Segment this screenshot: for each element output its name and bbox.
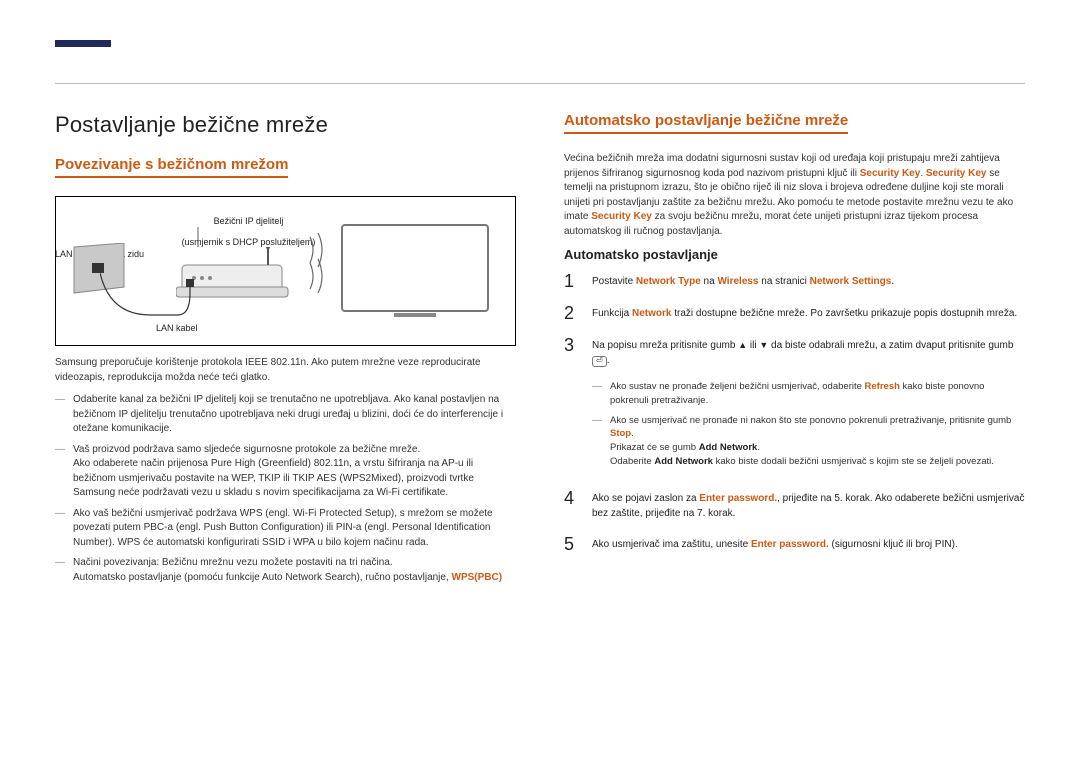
diagram-router-label-1: Bežični IP djelitelj xyxy=(214,216,284,226)
step-number: 2 xyxy=(564,304,578,322)
step-text: Funkcija xyxy=(592,308,632,319)
add-network-keyword: Add Network xyxy=(654,456,713,467)
note-text: Ako sustav ne pronađe željeni bežični us… xyxy=(610,381,865,392)
page: Postavljanje bežične mreže Povezivanje s… xyxy=(0,0,1080,763)
network-diagram: Bežični IP djelitelj (usmjernik s DHCP p… xyxy=(55,196,516,346)
step-text: Ako usmjerivač ima zaštitu, unesite xyxy=(592,539,751,550)
note-item: Načini povezivanja: Bežičnu mrežnu vezu … xyxy=(55,556,516,585)
step-body: Postavite Network Type na Wireless na st… xyxy=(592,272,1025,289)
wpspbc-keyword: WPS(PBC) xyxy=(452,572,503,583)
display-icon xyxy=(340,223,490,319)
right-subsubheading: Automatsko postavljanje xyxy=(564,247,1025,262)
note-item: Ako se usmjerivač ne pronađe ni nakon št… xyxy=(592,414,1025,469)
steps-list: 1 Postavite Network Type na Wireless na … xyxy=(564,272,1025,553)
network-keyword: Network xyxy=(632,308,671,319)
left-column: Postavljanje bežične mreže Povezivanje s… xyxy=(55,112,516,591)
security-key-keyword: Security Key xyxy=(591,211,652,222)
step-text: Na popisu mreža pritisnite gumb xyxy=(592,340,738,351)
two-column-layout: Postavljanje bežične mreže Povezivanje s… xyxy=(55,112,1025,591)
network-settings-keyword: Network Settings xyxy=(810,276,892,287)
enter-password-keyword: Enter password. xyxy=(751,539,829,550)
note-text: . xyxy=(757,442,760,453)
right-column: Automatsko postavljanje bežične mreže Ve… xyxy=(564,112,1025,591)
up-arrow-icon: ▲ xyxy=(738,339,747,353)
step-2: 2 Funkcija Network traži dostupne bežičn… xyxy=(564,304,1025,322)
note-text: Načini povezivanja: Bežičnu mrežnu vezu … xyxy=(73,557,452,583)
step-number: 4 xyxy=(564,489,578,507)
right-intro: Većina bežičnih mreža ima dodatni sigurn… xyxy=(564,152,1025,239)
note-text: Ako se usmjerivač ne pronađe ni nakon št… xyxy=(610,415,1011,426)
step-text: na xyxy=(701,276,718,287)
step-3: 3 Na popisu mreža pritisnite gumb ▲ ili … xyxy=(564,336,1025,475)
note-item: Ako sustav ne pronađe željeni bežični us… xyxy=(592,380,1025,408)
step-4: 4 Ako se pojavi zaslon za Enter password… xyxy=(564,489,1025,521)
step-text: Postavite xyxy=(592,276,636,287)
step3-notes: Ako sustav ne pronađe željeni bežični us… xyxy=(592,380,1025,469)
diagram-leader-line xyxy=(142,223,202,253)
step-text: traži dostupne bežične mreže. Po završet… xyxy=(671,308,1017,319)
note-text: kako biste dodali bežični usmjerivač s k… xyxy=(713,456,994,467)
step-1: 1 Postavite Network Type na Wireless na … xyxy=(564,272,1025,290)
page-title: Postavljanje bežične mreže xyxy=(55,112,516,138)
note-text: Prikazat će se gumb xyxy=(610,442,699,453)
note-item: Vaš proizvod podržava samo sljedeće sigu… xyxy=(55,443,516,501)
step-text: (sigurnosni ključ ili broj PIN). xyxy=(829,539,958,550)
left-notes-list: Odaberite kanal za bežični IP djelitelj … xyxy=(55,393,516,585)
wireless-keyword: Wireless xyxy=(717,276,758,287)
note-item: Ako vaš bežični usmjerivač podržava WPS … xyxy=(55,507,516,551)
step-text: Ako se pojavi zaslon za xyxy=(592,493,699,504)
note-text: . xyxy=(631,428,634,439)
enter-button-icon: ⏎ xyxy=(592,356,607,367)
note-text: Vaš proizvod podržava samo sljedeće sigu… xyxy=(73,444,474,499)
step-body: Ako se pojavi zaslon za Enter password.,… xyxy=(592,489,1025,521)
step-body: Ako usmjerivač ima zaštitu, unesite Ente… xyxy=(592,535,1025,552)
enter-password-keyword: Enter password. xyxy=(699,493,777,504)
step-text: . xyxy=(891,276,894,287)
security-key-keyword: Security Key xyxy=(860,168,921,179)
step-number: 1 xyxy=(564,272,578,290)
accent-bar xyxy=(55,40,111,47)
step-5: 5 Ako usmjerivač ima zaštitu, unesite En… xyxy=(564,535,1025,553)
left-subheading: Povezivanje s bežičnom mrežom xyxy=(55,156,288,178)
step-number: 5 xyxy=(564,535,578,553)
lan-cable-icon xyxy=(100,273,200,323)
note-text: Odaberite xyxy=(610,456,654,467)
right-subheading: Automatsko postavljanje bežične mreže xyxy=(564,112,848,134)
refresh-keyword: Refresh xyxy=(865,381,900,392)
stop-keyword: Stop xyxy=(610,428,631,439)
step-text: na stranici xyxy=(759,276,810,287)
top-rule xyxy=(55,83,1025,84)
step-body: Na popisu mreža pritisnite gumb ▲ ili ▼ … xyxy=(592,336,1025,475)
step-text: . xyxy=(607,355,610,366)
step-text: da biste odabrali mrežu, a zatim dvaput … xyxy=(768,340,1013,351)
step-text: ili xyxy=(747,340,759,351)
step-body: Funkcija Network traži dostupne bežične … xyxy=(592,304,1025,321)
step-number: 3 xyxy=(564,336,578,354)
security-key-keyword: Security Key xyxy=(926,168,987,179)
note-item: Odaberite kanal za bežični IP djelitelj … xyxy=(55,393,516,437)
add-network-keyword: Add Network xyxy=(699,442,758,453)
down-arrow-icon: ▼ xyxy=(759,339,768,353)
network-type-keyword: Network Type xyxy=(636,276,701,287)
wifi-waves-icon xyxy=(304,233,344,293)
left-intro: Samsung preporučuje korištenje protokola… xyxy=(55,356,516,385)
diagram-cable-label: LAN kabel xyxy=(156,323,198,334)
